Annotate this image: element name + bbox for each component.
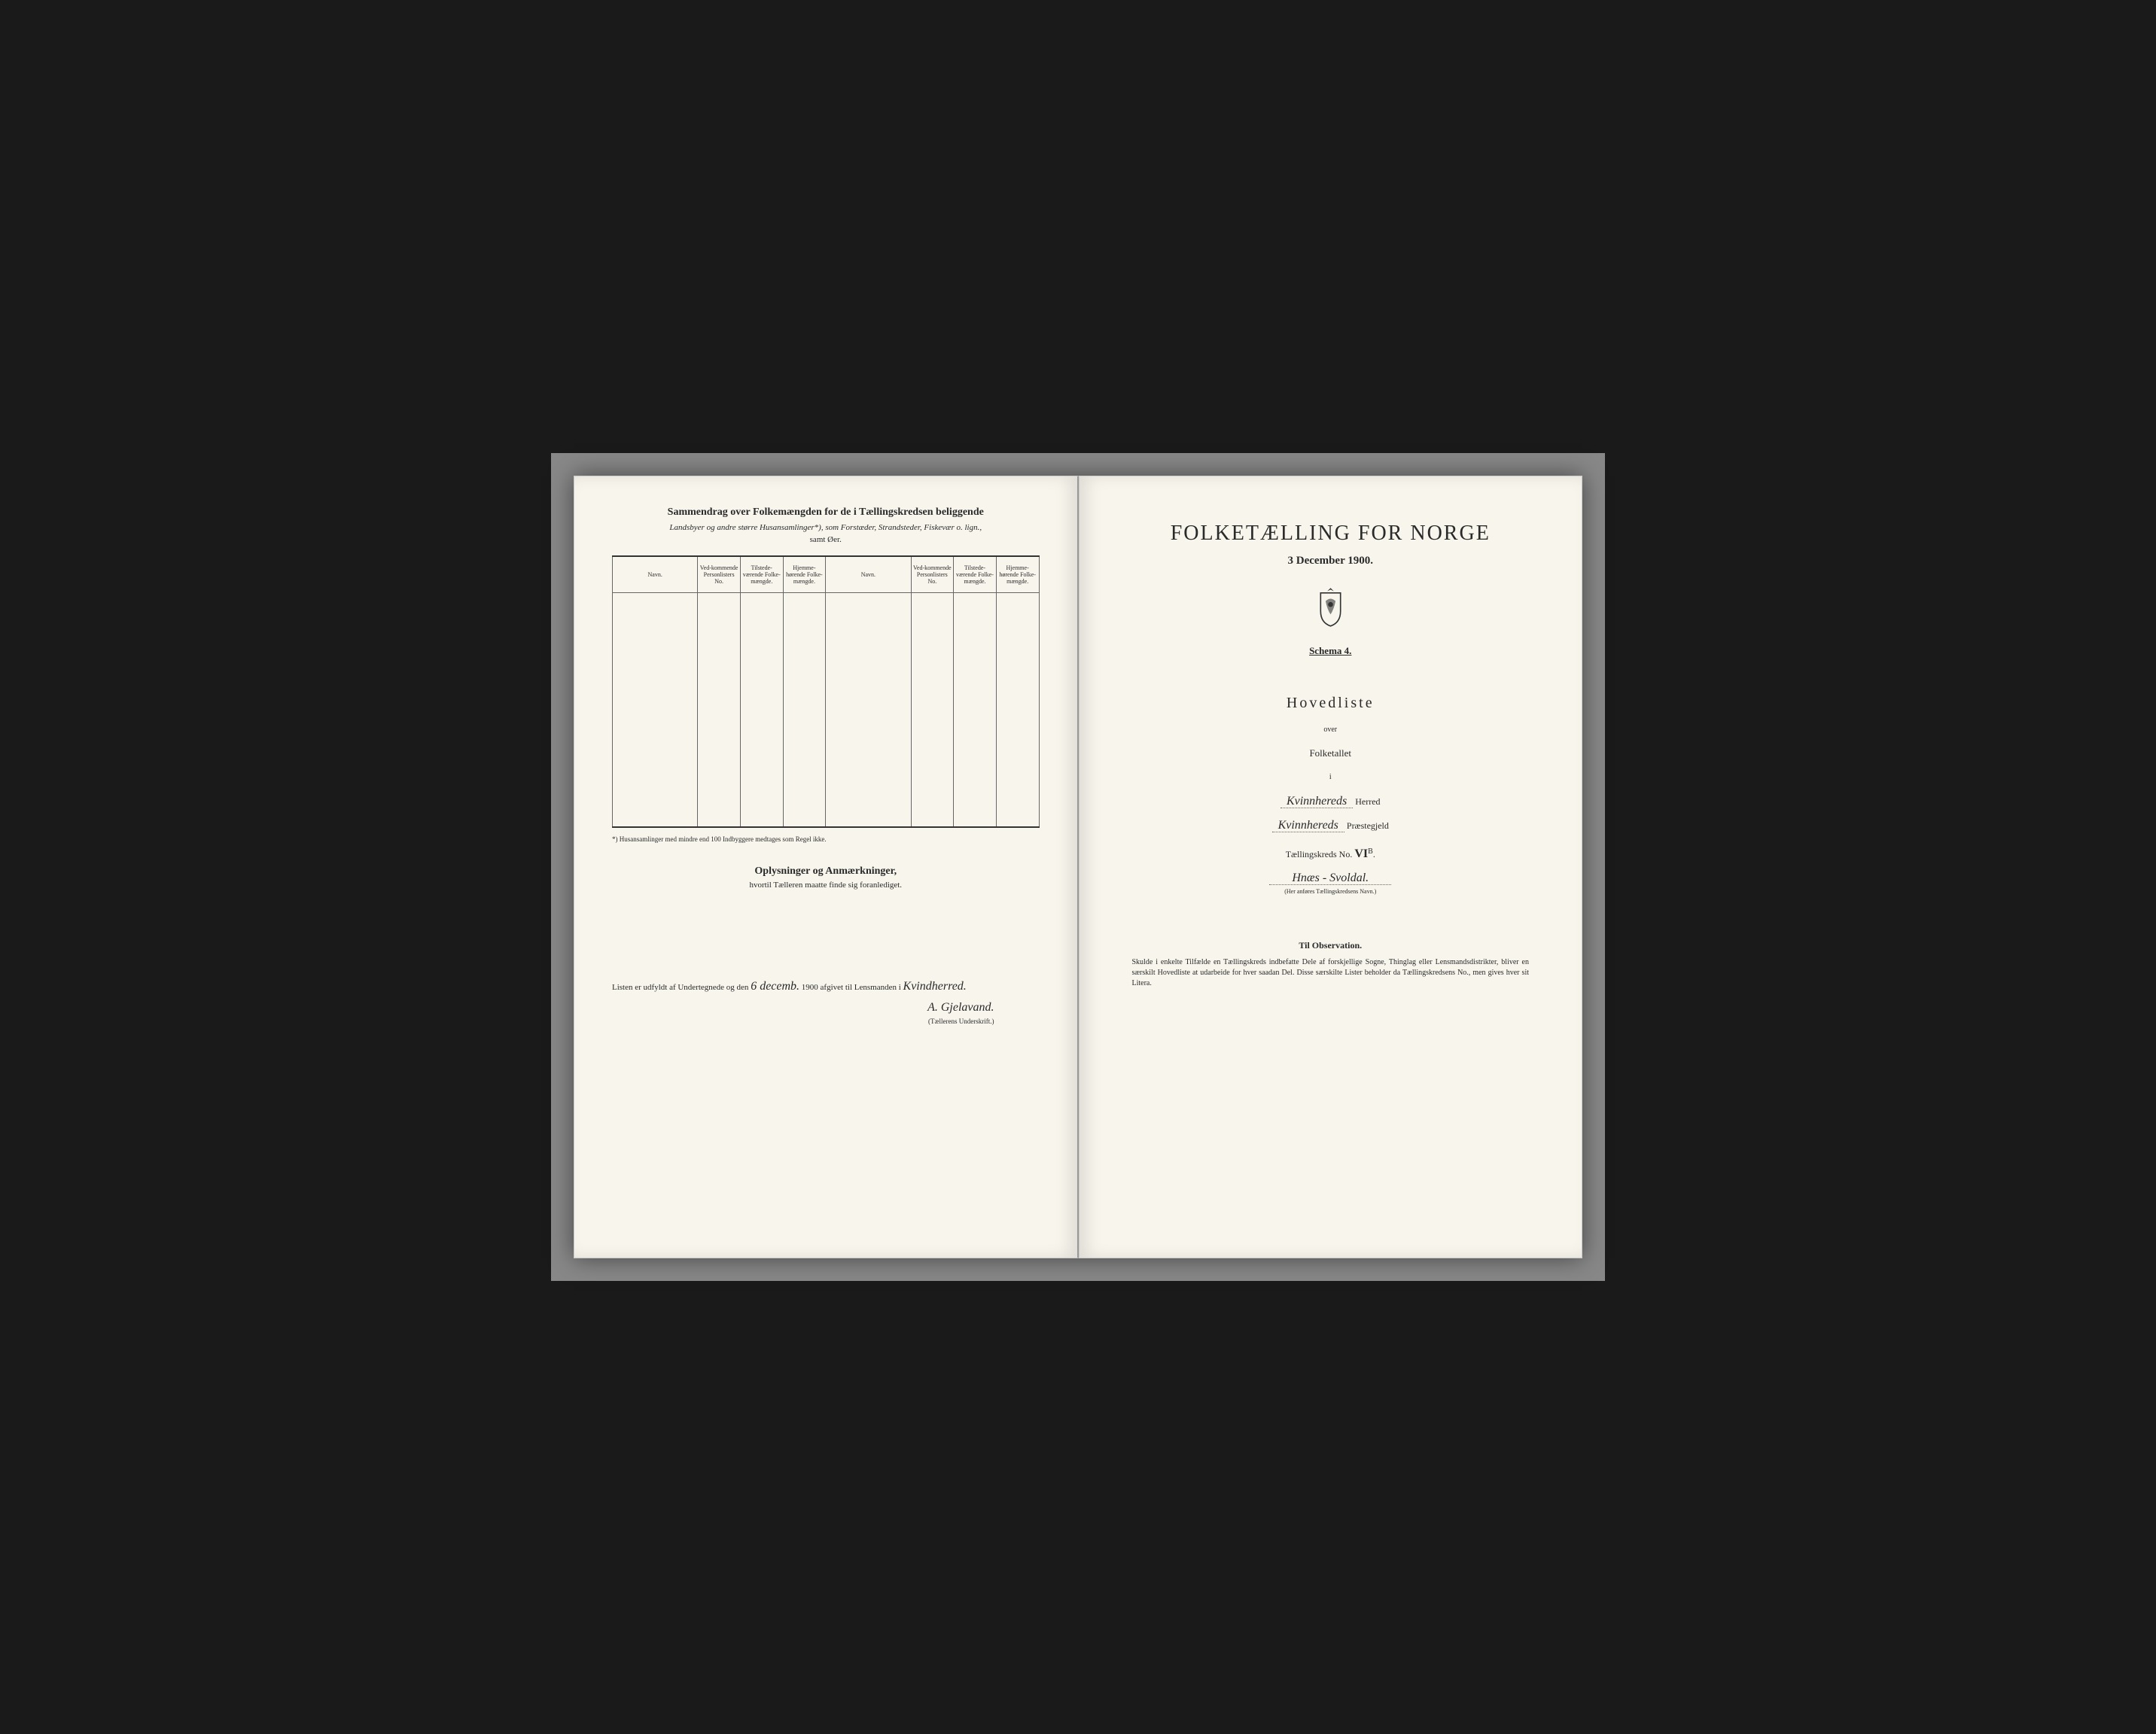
col-hjemme-1: Hjemme-hørende Folke-mængde. [783,556,826,592]
praestegjeld-value: Kvinnhereds [1272,819,1344,832]
kreds-name-line: Hnæs - Svoldal. [1117,872,1545,885]
summary-table-body [613,592,1040,827]
col-hjemme-2: Hjemme-hørende Folke-mængde. [996,556,1039,592]
table-row [613,719,1040,737]
oplysninger-subtitle: hvortil Tælleren maatte finde sig foranl… [612,881,1040,890]
oplysninger-title: Oplysninger og Anmærkninger, [612,865,1040,878]
herred-line: Kvinnhereds Herred [1117,795,1545,808]
kreds-line: Tællingskreds No. VIB. [1117,847,1545,861]
hovedliste-title: Hovedliste [1117,695,1545,712]
sig-date: 6 decemb. [751,980,799,993]
table-row [613,683,1040,701]
table-row [613,592,1040,610]
document-frame: Sammendrag over Folkemængden for de i Tæ… [551,453,1605,1281]
census-date: 3 December 1900. [1117,555,1545,567]
kreds-super: B [1368,847,1373,856]
left-subtitle2: samt Øer. [612,535,1040,544]
sig-label: (Tællerens Underskrift.) [612,1018,994,1025]
herred-value: Kvinnhereds [1281,795,1353,808]
table-row [613,646,1040,665]
sig-prefix: Listen er udfyldt af Undertegnede og den [612,983,748,992]
col-tilstede-1: Tilstede-værende Folke-mængde. [740,556,783,592]
col-navn-2: Navn. [826,556,911,592]
footnote: *) Husansamlinger med mindre end 100 Ind… [612,835,1040,843]
table-row [613,773,1040,791]
herred-label: Herred [1355,796,1380,807]
praestegjeld-line: Kvinnhereds Præstegjeld [1117,819,1545,832]
table-row [613,755,1040,773]
observation-title: Til Observation. [1117,940,1545,951]
sig-place: Kvindherred. [903,980,967,993]
folketallet-label: Folketallet [1117,747,1545,759]
signature-block: Listen er udfyldt af Undertegnede og den… [612,980,1040,993]
over-label: over [1117,726,1545,734]
main-title: FOLKETÆLLING FOR NORGE [1117,522,1545,546]
table-row [613,809,1040,827]
kreds-name: Hnæs - Svoldal. [1269,872,1391,885]
col-tilstede-2: Tilstede-værende Folke-mængde. [954,556,997,592]
col-vedkommende-1: Ved-kommende Personlisters No. [698,556,741,592]
right-page: FOLKETÆLLING FOR NORGE 3 December 1900. … [1079,476,1583,1258]
col-navn-1: Navn. [613,556,698,592]
praestegjeld-label: Præstegjeld [1347,820,1389,831]
col-vedkommende-2: Ved-kommende Personlisters No. [911,556,954,592]
kreds-note: (Her anføres Tællingskredsens Navn.) [1117,888,1545,895]
summary-table: Navn. Ved-kommende Personlisters No. Til… [612,555,1040,828]
observation-text: Skulde i enkelte Tilfælde en Tællingskre… [1117,957,1545,989]
book-spread: Sammendrag over Folkemængden for de i Tæ… [574,476,1582,1258]
kreds-no: VI [1354,847,1368,860]
table-row [613,610,1040,628]
coat-of-arms-icon [1117,586,1545,631]
left-page: Sammendrag over Folkemængden for de i Tæ… [574,476,1079,1258]
table-row [613,665,1040,683]
left-title: Sammendrag over Folkemængden for de i Tæ… [612,507,1040,519]
sig-name: A. Gjelavand. [927,1001,994,1014]
kreds-label: Tællingskreds No. [1286,849,1353,859]
table-row [613,791,1040,809]
table-row [613,628,1040,646]
i-label: i [1117,773,1545,781]
left-subtitle: Landsbyer og andre større Husansamlinger… [612,523,1040,532]
table-row [613,737,1040,755]
schema-label: Schema 4. [1117,645,1545,657]
sig-year: 1900 afgivet til Lensmanden i [802,983,901,992]
table-row [613,701,1040,719]
